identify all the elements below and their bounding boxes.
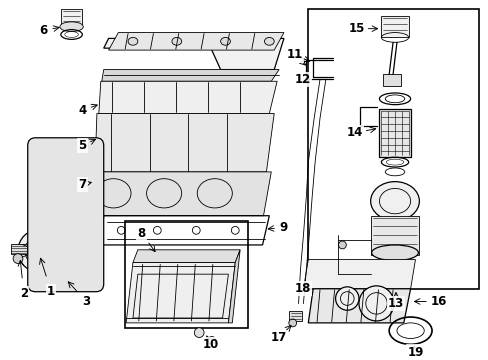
Text: 18: 18 [294,282,310,295]
Text: 1: 1 [47,285,55,298]
Ellipse shape [43,250,50,257]
Ellipse shape [194,328,203,337]
Ellipse shape [371,245,418,261]
Ellipse shape [62,266,69,273]
Ellipse shape [36,212,43,219]
Ellipse shape [128,37,138,45]
Ellipse shape [43,175,50,181]
Polygon shape [133,250,240,262]
Ellipse shape [81,250,87,257]
Polygon shape [108,32,284,50]
Polygon shape [228,250,240,323]
Ellipse shape [88,212,95,219]
Ellipse shape [288,319,296,327]
Text: 19: 19 [407,346,423,359]
Text: 13: 13 [387,297,403,310]
Text: 6: 6 [39,24,47,37]
Bar [61,9,82,27]
Text: 17: 17 [270,331,286,344]
Bar [383,75,400,86]
Ellipse shape [81,175,87,181]
Text: 2: 2 [20,287,28,300]
Bar [370,216,419,255]
Text: 3: 3 [82,295,90,308]
Ellipse shape [34,245,45,257]
Text: 16: 16 [430,295,446,308]
Ellipse shape [335,287,358,310]
Bar [379,109,410,157]
Polygon shape [95,113,274,172]
Bar [288,311,302,321]
Polygon shape [303,260,415,289]
Text: 4: 4 [78,104,86,117]
Ellipse shape [25,236,54,265]
Text: 15: 15 [348,22,365,35]
Text: 7: 7 [78,178,86,191]
FancyBboxPatch shape [28,138,103,292]
Ellipse shape [264,37,274,45]
Text: 8: 8 [137,227,145,240]
Text: 9: 9 [279,221,287,234]
Bar [11,244,27,254]
Text: 12: 12 [294,73,310,86]
Text: 5: 5 [78,139,86,152]
Bar [381,16,408,37]
Ellipse shape [220,37,230,45]
Ellipse shape [13,254,23,264]
Text: 11: 11 [286,49,302,62]
Polygon shape [92,172,271,216]
Ellipse shape [338,241,346,249]
Ellipse shape [18,229,61,272]
Polygon shape [99,81,277,113]
Ellipse shape [358,286,393,321]
Ellipse shape [207,337,215,344]
Ellipse shape [60,22,83,32]
Ellipse shape [338,261,346,268]
Polygon shape [126,262,235,323]
Bar [307,9,478,289]
Polygon shape [103,39,284,69]
Polygon shape [102,69,279,81]
Polygon shape [307,289,410,323]
Text: 14: 14 [346,126,363,139]
Ellipse shape [62,159,69,166]
Ellipse shape [370,182,419,221]
Text: 10: 10 [203,338,219,351]
Bar [125,221,247,328]
Ellipse shape [172,37,181,45]
